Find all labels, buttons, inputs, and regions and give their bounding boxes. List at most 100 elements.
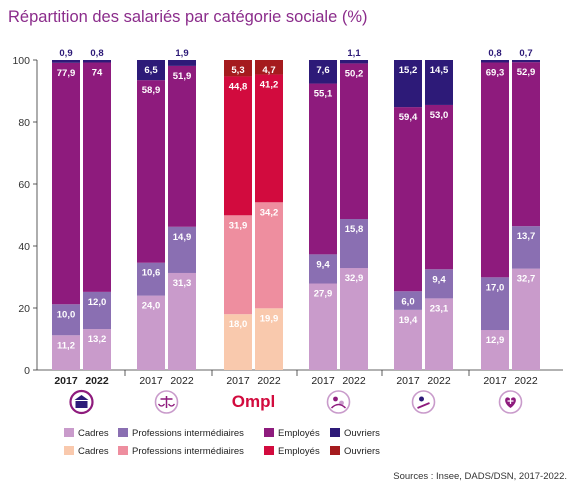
data-label: 13,2 [88,334,107,345]
data-label: 51,9 [173,71,192,82]
legend-label: Employés [278,446,320,457]
data-label: 32,9 [345,273,364,284]
legend-label: Professions intermédiaires [132,428,244,439]
bar-segment-professions-intermediaires [481,277,509,331]
bar-segment-cadres [512,268,540,370]
bar-segment-ouvriers [83,60,111,63]
bar-segment-ouvriers [512,60,540,63]
data-label: 18,0 [229,319,248,330]
y-tick-label: 80 [18,117,30,129]
bar-segment-employes [394,107,422,292]
data-label: 4,7 [262,65,275,76]
bar-segment-professions-intermediaires [52,304,80,336]
bar-segment-ouvriers [309,60,337,84]
data-label: 53,0 [430,110,449,121]
people-icon-head [333,396,338,402]
data-label: 77,9 [57,68,76,79]
legend-swatch [264,428,274,437]
legend-label: Ouvriers [344,428,380,439]
data-label: 52,9 [517,67,536,78]
x-tick-label: 2022 [257,375,281,387]
technical-icon-tool [417,402,430,409]
x-tick-label: 2017 [483,375,507,387]
bar-segment-cadres [309,283,337,370]
bar-segment-ouvriers [425,60,453,105]
data-label: 32,7 [517,274,536,285]
legend-swatch [64,428,74,437]
scales-icon-pan-right [167,403,176,407]
bar-segment-employes [168,65,196,227]
data-label: 9,4 [316,259,330,270]
bar-segment-cadres [224,314,252,370]
data-label: 58,9 [142,85,161,96]
legend-swatch [330,428,340,437]
data-label: 7,6 [316,65,329,76]
legend-swatch [330,446,340,455]
data-label: 19,4 [399,315,418,326]
data-label: 0,8 [90,48,103,59]
bar-segment-ouvriers [52,60,80,63]
x-tick-label: 2017 [226,375,250,387]
bar-segment-cadres [137,295,165,370]
bar-segment-professions-intermediaires [255,202,283,309]
data-label: 44,8 [229,81,248,92]
data-label: 24,0 [142,301,161,312]
bar-segment-cadres [168,272,196,370]
bar-segment-professions-intermediaires [137,262,165,296]
bar-segment-professions-intermediaires [83,291,111,330]
data-label: 9,4 [432,274,446,285]
data-label: 0,7 [519,48,532,59]
bank-icon-ring [69,389,94,415]
data-label: 0,9 [59,48,72,59]
data-label: 6,5 [144,65,158,76]
y-tick-label: 60 [18,179,30,191]
data-label: 19,9 [260,313,279,324]
data-label: 17,0 [486,282,505,293]
x-tick-label: 2022 [514,375,538,387]
data-label: 34,2 [260,207,279,218]
bar-segment-professions-intermediaires [425,269,453,299]
ompl-logo: Ompl [232,392,275,411]
x-tick-label: 2022 [427,375,451,387]
data-label: 12,0 [88,297,107,308]
data-label: 0,8 [488,48,501,59]
bar-segment-employes [52,62,80,305]
bar-segment-employes [481,62,509,278]
data-label: 15,8 [345,224,364,235]
y-tick-label: 20 [18,303,30,315]
bar-segment-professions-intermediaires [512,226,540,269]
x-tick-label: 2017 [396,375,420,387]
x-tick-label: 2017 [139,375,163,387]
bar-segment-professions-intermediaires [224,215,252,315]
health-icon [498,390,523,414]
data-label: 50,2 [345,68,364,79]
data-label: 12,9 [486,335,505,346]
bar-segment-employes [224,76,252,216]
bar-segment-ouvriers [255,60,283,75]
bar-segment-employes [512,62,540,227]
bank-icon-body [75,401,88,408]
legend-label: Cadres [78,428,109,439]
bar-segment-cadres [394,309,422,370]
legend-swatch [118,446,128,455]
data-label: 55,1 [314,89,333,100]
x-tick-label: 2017 [311,375,335,387]
bar-segment-cadres [83,329,111,370]
data-label: 10,0 [57,309,76,320]
bank-icon-roof [74,395,89,400]
data-label: 14,9 [173,232,192,243]
bar-segment-employes [309,83,337,255]
bar-segment-employes [255,74,283,203]
bar-segment-employes [425,104,453,270]
technical-icon [411,390,436,414]
legend-swatch [118,428,128,437]
data-label: 10,6 [142,268,161,279]
bar-segment-ouvriers [481,60,509,63]
data-label: 74 [92,67,103,78]
source-note: Sources : Insee, DADS/DSN, 2017-2022. [393,471,567,482]
data-label: 1,1 [347,48,361,59]
bar-segment-professions-intermediaires [168,226,196,273]
x-tick-label: 2022 [85,375,109,387]
legend-label: Ouvriers [344,446,380,457]
